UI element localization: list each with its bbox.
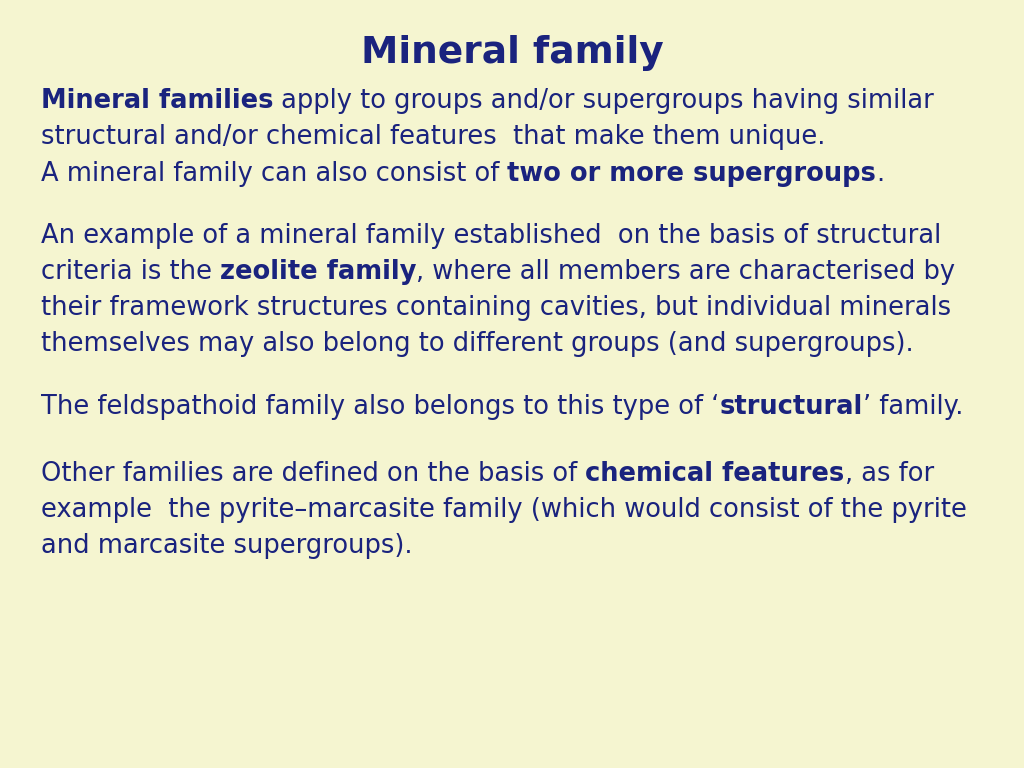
Text: , as for: , as for — [845, 461, 934, 487]
Text: An example of a mineral family established  on the basis of structural: An example of a mineral family establish… — [41, 223, 941, 249]
Text: , where all members are characterised by: , where all members are characterised by — [417, 259, 955, 285]
Text: example  the pyrite–marcasite family (which would consist of the pyrite: example the pyrite–marcasite family (whi… — [41, 497, 967, 523]
Text: ’ family.: ’ family. — [862, 394, 963, 420]
Text: two or more supergroups: two or more supergroups — [508, 161, 877, 187]
Text: structural: structural — [719, 394, 862, 420]
Text: themselves may also belong to different groups (and supergroups).: themselves may also belong to different … — [41, 331, 913, 357]
Text: structural and/or chemical features  that make them unique.: structural and/or chemical features that… — [41, 124, 825, 151]
Text: A mineral family can also consist of: A mineral family can also consist of — [41, 161, 508, 187]
Text: apply to groups and/or supergroups having similar: apply to groups and/or supergroups havin… — [273, 88, 934, 114]
Text: .: . — [877, 161, 885, 187]
Text: Mineral family: Mineral family — [360, 35, 664, 71]
Text: and marcasite supergroups).: and marcasite supergroups). — [41, 533, 413, 559]
Text: their framework structures containing cavities, but individual minerals: their framework structures containing ca… — [41, 295, 951, 321]
Text: zeolite family: zeolite family — [220, 259, 417, 285]
Text: criteria is the: criteria is the — [41, 259, 220, 285]
Text: Other families are defined on the basis of: Other families are defined on the basis … — [41, 461, 586, 487]
Text: chemical features: chemical features — [586, 461, 845, 487]
Text: The feldspathoid family also belongs to this type of ‘: The feldspathoid family also belongs to … — [41, 394, 719, 420]
Text: Mineral families: Mineral families — [41, 88, 273, 114]
